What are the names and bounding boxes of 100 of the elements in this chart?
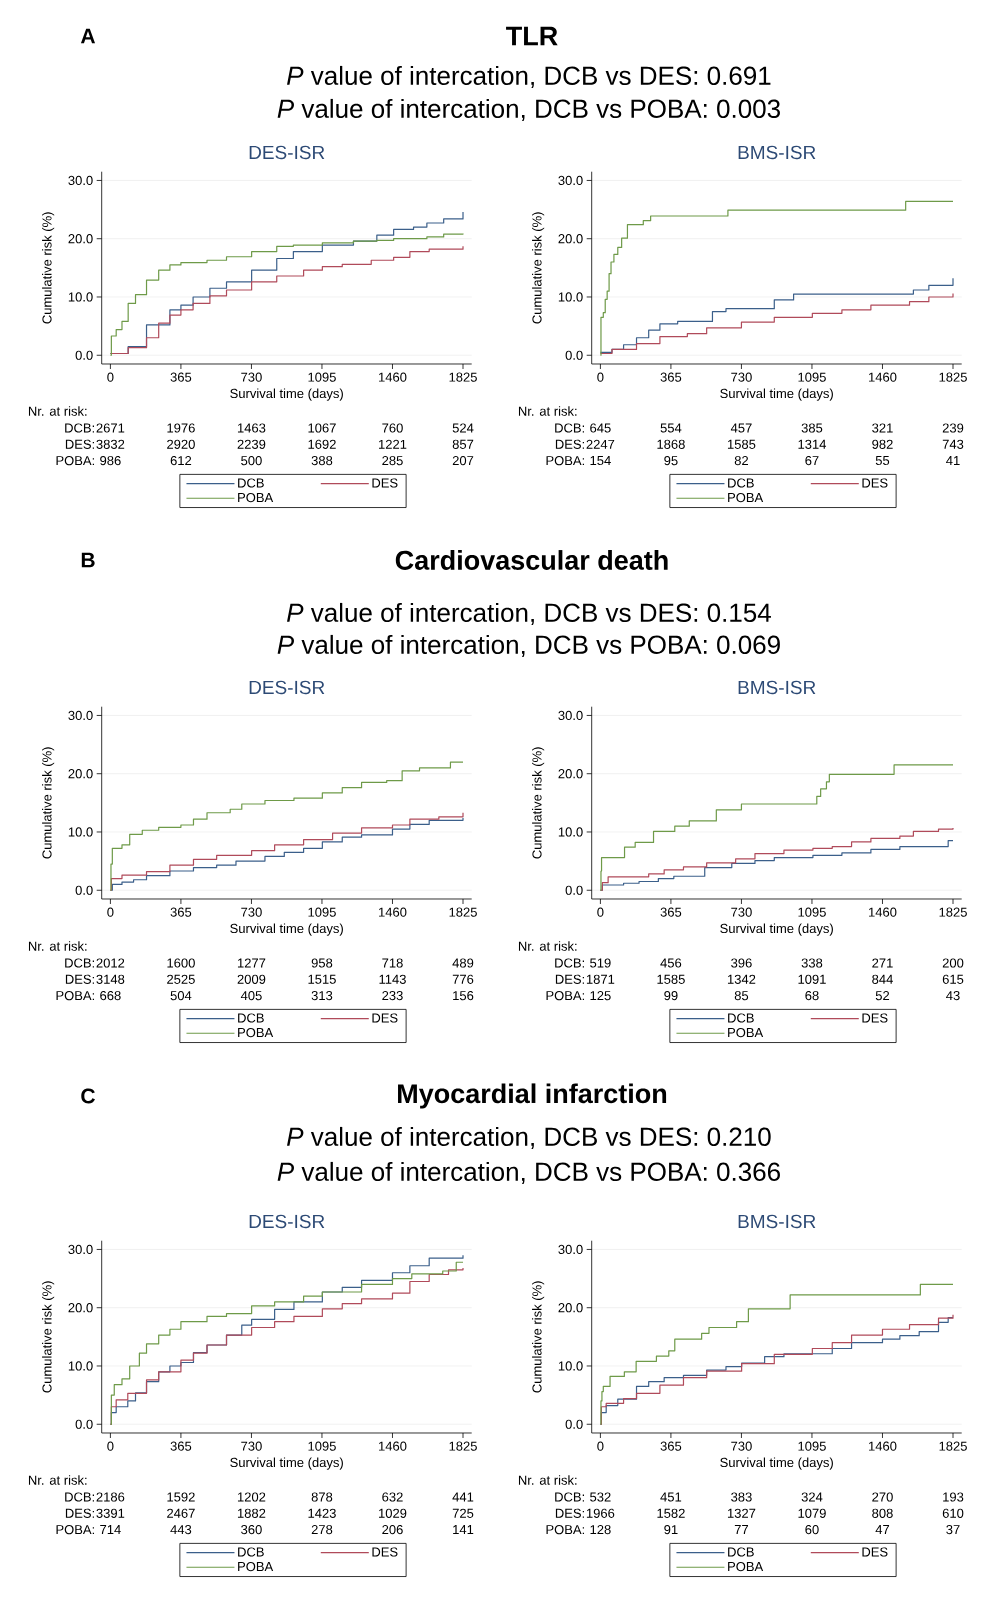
text: 457 [730, 423, 752, 433]
y-tick-label: 30.0 [558, 1244, 583, 1255]
text: DES: [555, 439, 585, 449]
x-tick-label: 365 [170, 1441, 192, 1451]
x-tick-label: 1460 [869, 907, 897, 917]
text: 1091 [798, 974, 826, 984]
text: P value of intercation, DCB vs DES: 0.210 [287, 1126, 771, 1150]
y-tick-label: 10.0 [68, 292, 93, 302]
text: 1314 [798, 439, 827, 449]
x-axis-title: Survival time (days) [230, 923, 343, 936]
text: 986 [100, 455, 121, 466]
x-tick-label: 0 [107, 1441, 114, 1451]
text: 532 [590, 1492, 611, 1502]
text: C [81, 1088, 95, 1104]
x-tick-label: 730 [731, 1441, 752, 1451]
text: 1463 [237, 423, 266, 433]
legend-label: POBA [728, 1561, 764, 1572]
text: 1868 [657, 439, 685, 449]
text: Nr. at risk: [518, 406, 577, 416]
chart-title: DES-ISR [249, 1214, 325, 1229]
text: 610 [942, 1508, 964, 1518]
text: 524 [452, 423, 474, 433]
text: B [81, 552, 95, 568]
text: 67 [805, 455, 819, 466]
text: POBA: [546, 1524, 585, 1535]
text: 645 [590, 423, 611, 433]
x-tick-label: 1095 [798, 907, 826, 917]
text: 338 [801, 958, 823, 968]
legend-label: DCB [238, 1013, 264, 1023]
y-axis-title: Cumulative risk (%) [42, 747, 55, 859]
text: 270 [872, 1492, 893, 1502]
text: 615 [942, 974, 964, 984]
x-axis-title: Survival time (days) [720, 1457, 833, 1470]
text: 2186 [96, 1492, 125, 1502]
text: P value of intercation, DCB vs POBA: 0.366 [277, 1161, 780, 1185]
text: Cardiovascular death [395, 550, 668, 570]
text: 193 [943, 1492, 964, 1502]
text: 278 [311, 1524, 333, 1535]
text: 141 [453, 1525, 474, 1535]
text: 1143 [379, 974, 406, 984]
text: 2920 [167, 439, 195, 449]
text: DES: [65, 1508, 95, 1518]
x-tick-label: 1460 [869, 1441, 897, 1451]
text: 2009 [237, 974, 266, 984]
x-axis-title: Survival time (days) [230, 388, 343, 401]
text: P value of intercation, DCB vs POBA: 0.069 [277, 634, 780, 658]
text: DES: [555, 1508, 585, 1518]
x-tick-label: 0 [597, 1441, 604, 1451]
text: 37 [946, 1524, 960, 1535]
text: 285 [382, 455, 403, 466]
x-tick-label: 1460 [379, 1441, 407, 1451]
text: 1600 [167, 958, 195, 968]
text: 324 [801, 1492, 823, 1502]
x-tick-label: 0 [597, 907, 604, 917]
text: 47 [875, 1525, 890, 1535]
text: 2671 [96, 423, 125, 433]
text: 239 [942, 423, 964, 433]
y-tick-label: 0.0 [565, 885, 583, 895]
text: 844 [872, 974, 893, 984]
text: 718 [382, 958, 403, 968]
text: 2525 [167, 974, 195, 984]
text: 1692 [308, 439, 336, 449]
y-tick-label: 10.0 [68, 827, 93, 837]
text: 271 [872, 958, 893, 968]
text: DCB: [65, 1492, 94, 1502]
y-tick-label: 30.0 [68, 710, 93, 721]
text: 519 [590, 958, 611, 968]
y-tick-label: 20.0 [558, 234, 583, 244]
x-axis-title: Survival time (days) [720, 388, 833, 401]
x-tick-label: 365 [660, 372, 682, 382]
text: 154 [590, 456, 611, 466]
x-tick-label: 1095 [798, 1441, 826, 1451]
text: 1221 [379, 439, 407, 449]
text: DCB: [65, 423, 94, 433]
text: 233 [382, 990, 403, 1001]
legend-label: DCB [728, 1013, 754, 1023]
y-tick-label: 20.0 [68, 1303, 93, 1313]
text: 808 [872, 1508, 893, 1518]
x-tick-label: 1825 [939, 372, 967, 382]
text: DCB: [555, 423, 584, 433]
text: 668 [100, 990, 121, 1001]
y-axis-title: Cumulative risk (%) [42, 1281, 55, 1393]
x-tick-label: 0 [107, 907, 114, 917]
text: 82 [734, 455, 749, 466]
text: 632 [382, 1492, 403, 1502]
text: 441 [452, 1492, 474, 1502]
text: 405 [240, 990, 262, 1001]
y-tick-label: 20.0 [68, 769, 93, 779]
text: 443 [170, 1524, 192, 1535]
text: POBA: [56, 990, 95, 1001]
legend-label: POBA [238, 1561, 274, 1572]
chart-title: DES-ISR [249, 145, 325, 160]
x-tick-label: 730 [731, 907, 752, 917]
text: P value of intercation, DCB vs DES: 0.691 [287, 65, 771, 89]
text: 43 [946, 990, 960, 1001]
text: 725 [452, 1508, 474, 1518]
text: DES: [65, 439, 95, 449]
text: 91 [664, 1524, 678, 1535]
text: 360 [241, 1524, 262, 1535]
text: 2467 [167, 1508, 195, 1518]
